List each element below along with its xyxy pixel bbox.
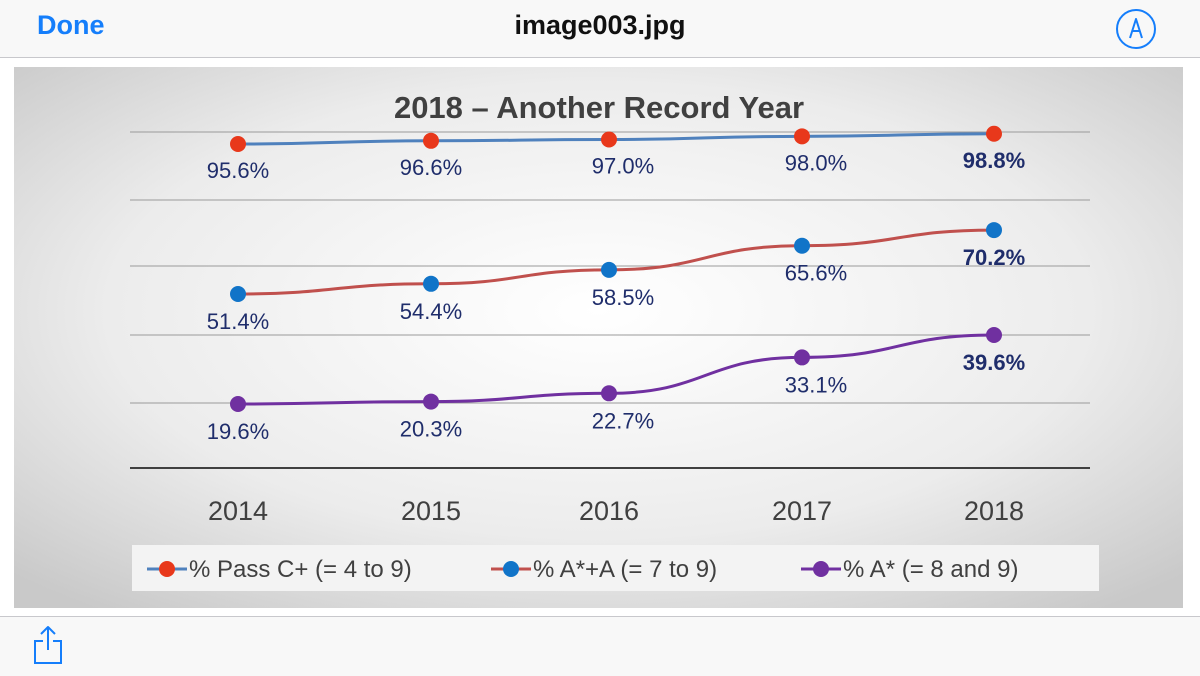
series-line [237,333,995,406]
legend-box [132,545,1099,591]
data-point [230,286,246,302]
legend-marker [813,561,829,577]
data-label: 70.2% [963,245,1025,270]
data-label: 95.6% [207,158,269,183]
legend-label: % Pass C+ (= 4 to 9) [189,556,412,583]
share-icon[interactable] [32,624,64,666]
data-label: 33.1% [785,372,847,397]
data-point [230,396,246,412]
markup-pen-icon[interactable] [1115,8,1157,50]
data-point [423,132,439,149]
chart-title: 2018 – Another Record Year [394,90,804,125]
data-point [423,275,439,292]
file-title: image003.jpg [514,10,686,40]
data-point [986,222,1002,239]
data-point [986,327,1002,343]
data-label: 98.8% [963,148,1025,173]
data-label: 51.4% [207,309,269,334]
data-label: 65.6% [785,261,847,286]
data-point [794,349,810,366]
legend-label: % A*+A (= 7 to 9) [533,556,717,583]
done-button[interactable]: Done [37,10,105,40]
x-tick-label: 2016 [579,496,639,526]
image-viewer: 2018 – Another Record Year 95.6% 96.6% 97.… [0,58,1200,616]
data-label: 20.3% [400,417,462,442]
data-point [423,393,439,410]
chart-series: 95.6% 96.6% 97.0% 98.0% 98.8% 51.4% 54.4% 58.5%… [207,125,1025,444]
data-point [794,128,810,145]
chart-slide: 2018 – Another Record Year 95.6% 96.6% 97.… [14,67,1183,608]
x-axis-labels: 2014 2015 2016 2017 2018 [208,496,1024,526]
data-point [601,131,617,148]
chart-legend: % Pass C+ (= 4 to 9) % A*+A (= 7 to 9) % A… [147,556,1018,583]
data-point [986,125,1002,142]
x-tick-label: 2018 [964,496,1024,526]
data-label: 97.0% [592,154,654,179]
legend-marker [159,561,175,577]
data-label: 19.6% [207,419,269,444]
navigation-bar: Done image003.jpg [0,0,1200,58]
x-tick-label: 2015 [401,496,461,526]
data-label: 96.6% [400,155,462,180]
data-point [601,261,617,278]
data-label: 54.4% [400,299,462,324]
x-tick-label: 2017 [772,496,832,526]
data-point [230,136,246,152]
data-label: 39.6% [963,350,1025,375]
data-point [794,237,810,254]
legend-label: % A* (= 8 and 9) [843,556,1018,583]
data-label: 58.5% [592,285,654,310]
x-tick-label: 2014 [208,496,268,526]
data-point [601,385,617,402]
legend-marker [503,561,519,577]
data-label: 22.7% [592,408,654,433]
data-label: 98.0% [785,150,847,175]
toolbar [0,616,1200,676]
